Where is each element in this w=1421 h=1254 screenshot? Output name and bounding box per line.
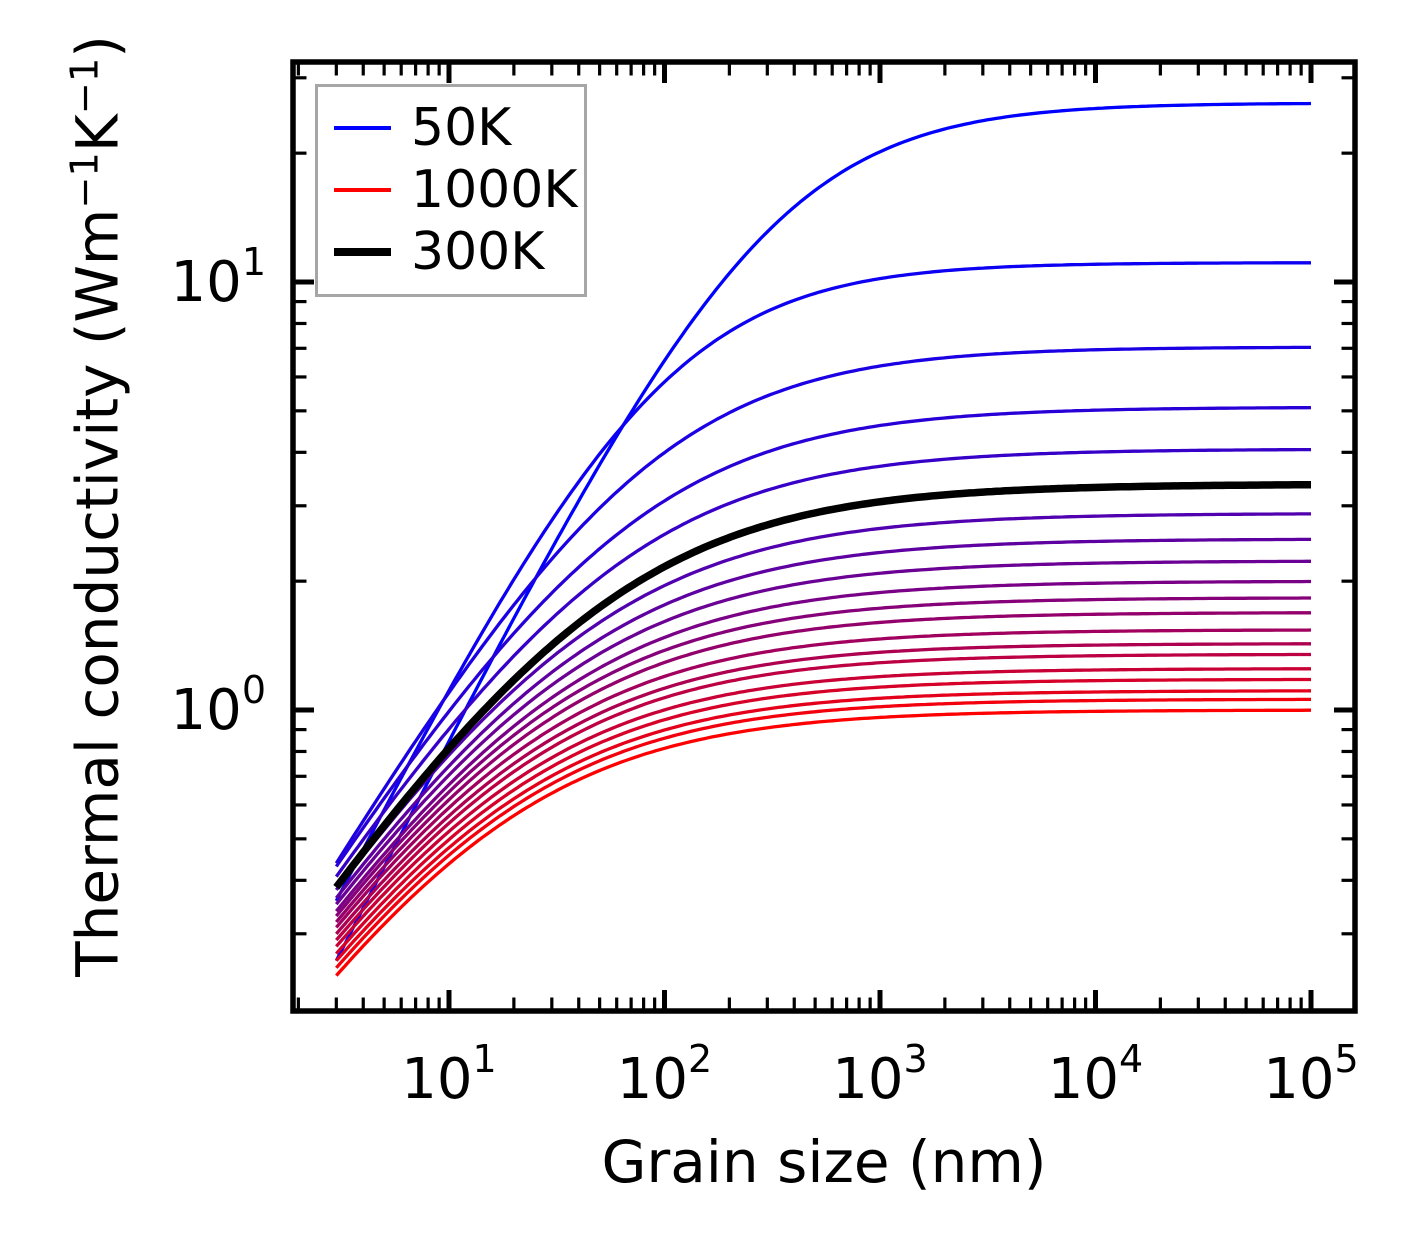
y-axis-label-text: )	[63, 35, 132, 58]
legend-entry-300K: 300K	[318, 221, 584, 283]
x-tick-label: 105	[1263, 1037, 1358, 1112]
legend-label-1000K: 1000K	[411, 160, 578, 220]
curve-400K	[335, 537, 1311, 900]
legend-entry-50K: 50K	[318, 97, 584, 159]
x-axis-label: Grain size (nm)	[601, 1128, 1047, 1196]
legend-line-1000K	[334, 188, 391, 192]
curve-900K	[335, 689, 1312, 962]
curve-750K	[335, 652, 1311, 942]
curve-300K	[333, 481, 1311, 890]
curve-350K	[334, 512, 1311, 891]
curve-200K	[334, 405, 1312, 868]
curve-450K	[335, 559, 1311, 906]
x-tick-label: 102	[617, 1037, 712, 1112]
curve-1000K	[335, 708, 1311, 977]
curve-250K	[334, 447, 1311, 878]
y-tick-label: 100	[171, 668, 266, 743]
curve-500K	[335, 579, 1311, 913]
curve-150K	[334, 345, 1311, 865]
legend-entry-1000K: 1000K	[318, 159, 584, 221]
legend-label-50K: 50K	[411, 98, 512, 158]
legend-line-50K	[334, 126, 391, 130]
curve-550K	[335, 596, 1311, 918]
legend-line-300K	[334, 248, 391, 256]
x-tick-label: 101	[401, 1037, 496, 1112]
curve-650K	[335, 628, 1312, 929]
y-axis-label-text: Thermal conductivity (Wm	[63, 208, 132, 977]
legend: 50K 1000K 300K	[315, 84, 587, 297]
y-axis-label-sup: −1	[62, 57, 108, 115]
x-tick-label: 104	[1048, 1037, 1143, 1112]
y-tick-label: 101	[171, 240, 266, 315]
curve-50K	[334, 101, 1312, 962]
curve-950K	[335, 697, 1311, 969]
curve-100K	[334, 261, 1311, 902]
y-axis-label-text: K	[63, 114, 132, 153]
curve-600K	[335, 611, 1311, 924]
x-tick-label: 103	[832, 1037, 927, 1112]
curve-700K	[335, 642, 1311, 935]
plot-border	[290, 59, 1358, 1014]
y-axis-label: Thermal conductivity (Wm−1K−1)	[62, 35, 131, 977]
legend-label-300K: 300K	[411, 222, 545, 282]
y-axis-label-sup: −1	[62, 152, 108, 209]
curve-800K	[335, 667, 1311, 948]
curve-850K	[335, 677, 1311, 955]
